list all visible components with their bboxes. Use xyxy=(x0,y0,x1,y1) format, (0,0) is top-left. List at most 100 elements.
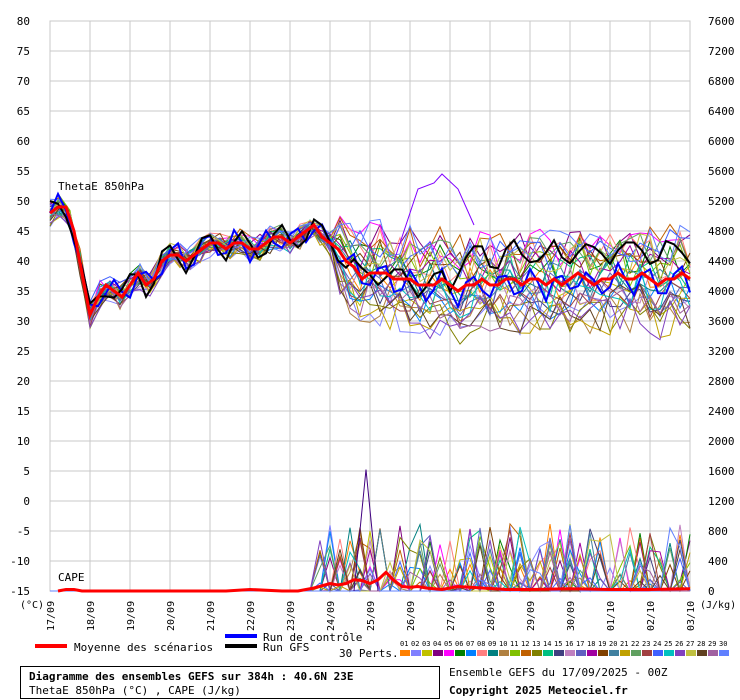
perturbation-swatch xyxy=(422,650,432,656)
left-tick-label: -5 xyxy=(17,525,30,538)
perturbation-swatch xyxy=(444,650,454,656)
perturbation-swatch xyxy=(653,650,663,656)
left-tick-label: 10 xyxy=(17,435,30,448)
perturbation-swatch xyxy=(532,650,542,656)
left-tick-label: 60 xyxy=(17,135,30,148)
perturbation-number: 12 xyxy=(521,640,529,648)
perturbation-line xyxy=(49,214,691,341)
right-axis: 0 400 800 1200 1600 2000 2400 2800 3200 3600 4000 4… xyxy=(708,15,735,598)
perturbation-swatch xyxy=(565,650,575,656)
left-tick-label: 55 xyxy=(17,165,30,178)
left-tick-label: -10 xyxy=(10,555,30,568)
x-tick-label: 01/10 xyxy=(606,601,617,631)
left-axis: -15 -10 -5 0 5 10 15 20 25 30 35 40 45 50 55 60 65 70 75 80 xyxy=(10,15,30,598)
perturbation-number: 30 xyxy=(719,640,727,648)
right-axis-unit: (J/kg) xyxy=(700,600,737,611)
right-tick-label: 0 xyxy=(708,585,715,598)
perturbation-swatch xyxy=(719,650,729,656)
right-tick-label: 6400 xyxy=(708,105,735,118)
x-tick-label: 25/09 xyxy=(366,601,377,631)
perturbation-number: 25 xyxy=(664,640,672,648)
perturbation-number: 03 xyxy=(422,640,430,648)
perturbation-swatch xyxy=(499,650,509,656)
x-tick-label: 24/09 xyxy=(326,601,337,631)
run-lines xyxy=(49,191,691,593)
perturbation-line xyxy=(49,198,691,316)
perturbation-number: 11 xyxy=(510,640,518,648)
left-tick-label: 45 xyxy=(17,225,30,238)
right-tick-label: 1600 xyxy=(708,465,735,478)
perturbation-swatch xyxy=(477,650,487,656)
left-tick-label: 50 xyxy=(17,195,30,208)
perturbation-number: 24 xyxy=(653,640,661,648)
perturbation-number: 20 xyxy=(609,640,617,648)
perturbation-number: 26 xyxy=(675,640,683,648)
legend-gfs-label: Run GFS xyxy=(263,641,310,654)
perturbation-swatch xyxy=(631,650,641,656)
x-axis: 17/09 18/09 19/09 20/09 21/09 22/09 23/09 24/09… xyxy=(46,601,697,631)
right-tick-label: 3200 xyxy=(708,345,735,358)
perturbation-swatch xyxy=(576,650,586,656)
perturbation-number: 01 xyxy=(400,640,408,648)
left-tick-label: 30 xyxy=(17,315,30,328)
perturbation-number: 29 xyxy=(708,640,716,648)
perturbation-number: 27 xyxy=(686,640,694,648)
perturbation-swatch xyxy=(554,650,564,656)
perturbation-number: 07 xyxy=(466,640,474,648)
perturbation-swatch xyxy=(400,650,410,656)
left-tick-label: 40 xyxy=(17,255,30,268)
perturbation-swatch xyxy=(686,650,696,656)
x-tick-label: 29/09 xyxy=(526,601,537,631)
right-tick-label: 800 xyxy=(708,525,728,538)
perturbation-swatch xyxy=(697,650,707,656)
perturbation-swatch xyxy=(675,650,685,656)
x-tick-label: 28/09 xyxy=(486,601,497,631)
x-tick-label: 30/09 xyxy=(566,601,577,631)
perturbation-number: 13 xyxy=(532,640,540,648)
x-tick-label: 23/09 xyxy=(286,601,297,631)
x-tick-label: 18/09 xyxy=(86,601,97,631)
right-tick-label: 400 xyxy=(708,555,728,568)
info-subtitle: ThetaE 850hPa (°C) , CAPE (J/kg) xyxy=(29,684,241,697)
perturbation-swatch xyxy=(510,650,520,656)
perturbation-swatch xyxy=(664,650,674,656)
perturbation-swatch xyxy=(455,650,465,656)
run-info: Ensemble GEFS du 17/09/2025 - 00Z xyxy=(449,666,668,679)
right-tick-label: 4400 xyxy=(708,255,735,268)
left-tick-label: -15 xyxy=(10,585,30,598)
x-tick-label: 22/09 xyxy=(246,601,257,631)
right-tick-label: 4800 xyxy=(708,225,735,238)
perturbation-swatch xyxy=(521,650,531,656)
left-tick-label: 35 xyxy=(17,285,30,298)
perturbation-number: 14 xyxy=(543,640,551,648)
left-tick-label: 75 xyxy=(17,45,30,58)
x-tick-label: 21/09 xyxy=(206,601,217,631)
perturbation-number: 16 xyxy=(565,640,573,648)
perturbation-swatch xyxy=(609,650,619,656)
left-tick-label: 70 xyxy=(17,75,30,88)
perturbation-number: 28 xyxy=(697,640,705,648)
right-tick-label: 3600 xyxy=(708,315,735,328)
perturbation-line xyxy=(49,208,691,318)
left-tick-label: 80 xyxy=(17,15,30,28)
left-tick-label: 65 xyxy=(17,105,30,118)
perturbation-swatch xyxy=(466,650,476,656)
perturbation-number: 09 xyxy=(488,640,496,648)
info-box: Diagramme des ensembles GEFS sur 384h : … xyxy=(20,666,440,699)
x-tick-label: 03/10 xyxy=(686,601,697,631)
perturbation-swatch xyxy=(411,650,421,656)
x-tick-label: 27/09 xyxy=(446,601,457,631)
perturbation-swatch xyxy=(708,650,718,656)
perturbation-number: 18 xyxy=(587,640,595,648)
copyright: Copyright 2025 Meteociel.fr xyxy=(449,684,628,697)
perturbation-number: 17 xyxy=(576,640,584,648)
x-tick-label: 17/09 xyxy=(46,601,57,631)
perturbation-number: 23 xyxy=(642,640,650,648)
right-tick-label: 1200 xyxy=(708,495,735,508)
perturbation-swatch xyxy=(642,650,652,656)
thetae-panel-label: ThetaE 850hPa xyxy=(58,180,145,193)
right-tick-label: 2400 xyxy=(708,405,735,418)
legend-perts-label: 30 Perts. xyxy=(339,647,399,660)
right-tick-label: 2000 xyxy=(708,435,735,448)
